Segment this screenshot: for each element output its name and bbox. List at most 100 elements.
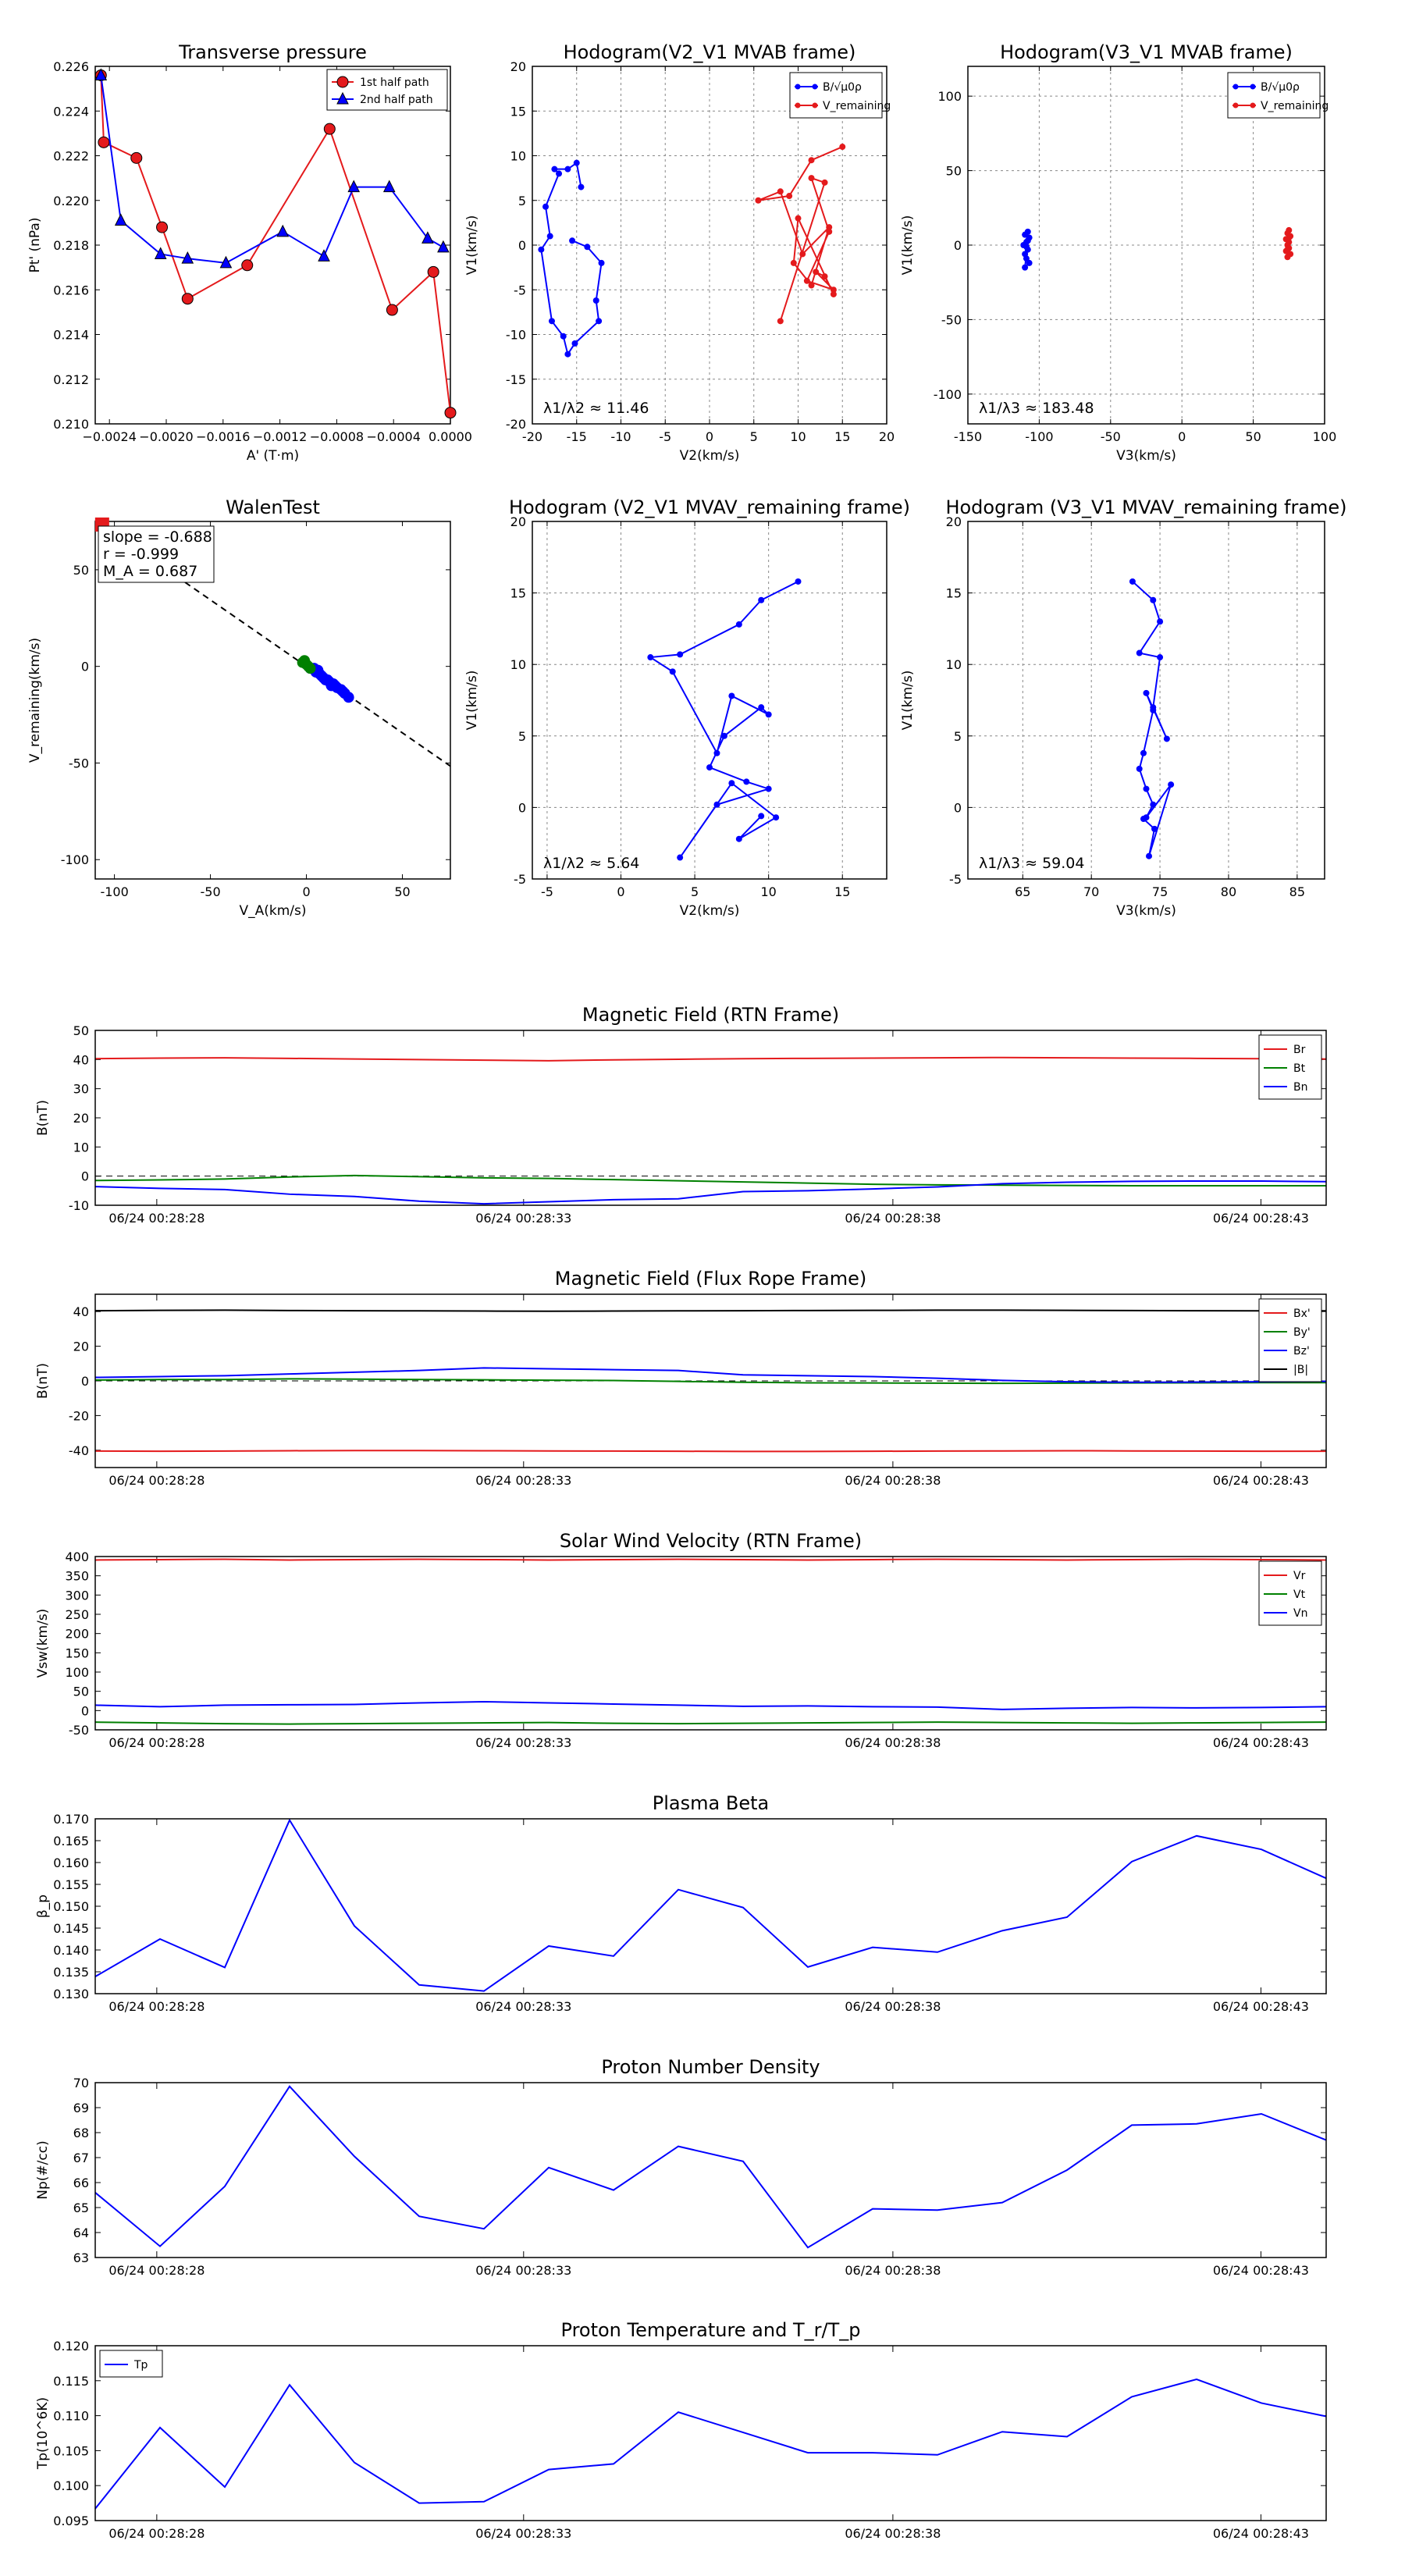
- h3-point: [728, 692, 735, 699]
- np-xtick-label: 06/24 00:28:28: [108, 2263, 205, 2278]
- h1-ytick-label: 5: [518, 194, 526, 208]
- walen-xtick-label: 0: [302, 884, 310, 899]
- bfield-series-line: [94, 1174, 1326, 1187]
- walen-stat: slope = -0.688: [103, 528, 212, 546]
- h2-xtick-label: -50: [1101, 429, 1121, 444]
- np-ylabel: Np(#/cc): [35, 2140, 51, 2199]
- vsw-ytick-label: 100: [65, 1665, 89, 1680]
- h3-point: [758, 596, 765, 603]
- tp-title: Transverse pressure: [178, 41, 367, 63]
- h2-legend-marker: [1250, 102, 1256, 109]
- vsw-legend-label: Vn: [1293, 1607, 1307, 1620]
- vsw-frame: [94, 1556, 1327, 1731]
- tp-point: [181, 251, 194, 264]
- beta-ylabel: β_p: [35, 1895, 51, 1918]
- h1-point: [813, 269, 820, 276]
- h1-point: [548, 318, 555, 325]
- bflux-legend-label: |B|: [1293, 1364, 1308, 1376]
- bflux-series-line: [94, 1309, 1326, 1312]
- tp-xtick-label: −0.0020: [139, 429, 193, 444]
- h1-ytick-label: 0: [518, 238, 526, 253]
- np-ytick-label: 70: [73, 2076, 89, 2090]
- tp-xtick-label: −0.0004: [367, 429, 421, 444]
- beta-frame: [94, 1818, 1327, 1994]
- h3-point: [669, 668, 676, 675]
- tpk-xtick-label: 06/24 00:28:33: [475, 2526, 571, 2541]
- bfield-series-line: [94, 1180, 1327, 1205]
- bfield-ytick-label: 40: [73, 1052, 89, 1067]
- tp-point: [156, 221, 169, 233]
- h1-point: [777, 318, 784, 325]
- h4-point: [1150, 596, 1157, 603]
- h1-legend-label: V_remaining: [823, 100, 891, 112]
- tp-point: [347, 180, 361, 193]
- h4-ytick-label: 0: [954, 800, 962, 815]
- bfield-ytick-label: 50: [73, 1023, 89, 1038]
- h4-xtick-label: 85: [1289, 884, 1305, 899]
- tp-ytick-label: 0.226: [53, 59, 89, 74]
- h1-xtick-label: -20: [522, 429, 542, 444]
- h3-xtick-label: 5: [691, 884, 699, 899]
- h2-point: [1286, 234, 1293, 241]
- walen-point: [343, 692, 354, 703]
- walen-point: [304, 663, 316, 674]
- beta-xtick-label: 06/24 00:28:33: [475, 1999, 571, 2014]
- h1-point: [551, 165, 558, 173]
- h1-point: [826, 228, 833, 235]
- h1-point: [830, 286, 837, 294]
- h4-point: [1146, 852, 1153, 859]
- h4-point: [1140, 816, 1147, 823]
- np-title: Proton Number Density: [601, 2056, 820, 2078]
- tp-point: [94, 68, 108, 80]
- np-xtick-label: 06/24 00:28:38: [845, 2263, 941, 2278]
- h4-eigen-ratio: λ1/λ3 ≈ 59.04: [979, 855, 1084, 872]
- tp-ytick-label: 0.212: [53, 372, 89, 387]
- h2-ylabel: V1(km/s): [900, 215, 916, 276]
- h1-xtick-label: 20: [879, 429, 895, 444]
- h4-ytick-label: 10: [946, 657, 962, 672]
- h2-ytick-label: 0: [954, 238, 962, 253]
- np-frame: [94, 2082, 1327, 2258]
- tp-point: [444, 407, 457, 419]
- h2-point: [1284, 246, 1291, 253]
- h1-point: [755, 197, 762, 204]
- h4-xlabel: V3(km/s): [1116, 903, 1176, 919]
- h3-frame: [532, 521, 887, 880]
- tpk-title: Proton Temperature and T_r/T_p: [561, 2319, 861, 2341]
- h4-point: [1151, 825, 1158, 832]
- bfield-ytick-label: 10: [73, 1140, 89, 1155]
- walen-point: [325, 680, 337, 692]
- walen-ytick-label: 50: [73, 563, 89, 578]
- vsw-series-line: [94, 1558, 1327, 1561]
- h4-point: [1157, 618, 1164, 625]
- vsw-xtick-label: 06/24 00:28:28: [108, 1735, 205, 1750]
- vsw-ytick-label: 0: [81, 1703, 89, 1718]
- h3-point: [713, 749, 720, 756]
- h3-point: [735, 835, 742, 842]
- beta-ytick-label: 0.135: [53, 1965, 89, 1980]
- h1-point: [564, 350, 571, 358]
- h4-point: [1136, 765, 1143, 772]
- h1-point: [839, 144, 846, 151]
- h1-point: [573, 159, 580, 166]
- beta-xtick-label: 06/24 00:28:38: [845, 1999, 941, 2014]
- np-ytick-label: 66: [73, 2176, 89, 2190]
- h1-ytick-label: -20: [506, 417, 526, 432]
- h4-xtick-label: 70: [1083, 884, 1099, 899]
- h4-xtick-label: 75: [1152, 884, 1168, 899]
- h1-point: [560, 333, 567, 340]
- beta-ytick-label: 0.130: [53, 1987, 89, 2001]
- h1-xtick-label: 0: [706, 429, 713, 444]
- tp-ytick-label: 0.222: [53, 149, 89, 164]
- tpk-xtick-label: 06/24 00:28:43: [1213, 2526, 1309, 2541]
- tp-legend-marker: [336, 91, 349, 105]
- walen-point: [297, 656, 308, 668]
- tp-xtick-label: 0.0000: [429, 429, 472, 444]
- h1-title: Hodogram(V2_V1 MVAB frame): [564, 41, 856, 63]
- vsw-series-line: [94, 1721, 1327, 1725]
- h2-ytick-label: 50: [946, 164, 962, 179]
- h1-point: [569, 237, 576, 244]
- vsw-legend-label: Vt: [1293, 1589, 1306, 1601]
- h3-point: [773, 814, 780, 821]
- h2-xtick-label: -100: [1025, 429, 1053, 444]
